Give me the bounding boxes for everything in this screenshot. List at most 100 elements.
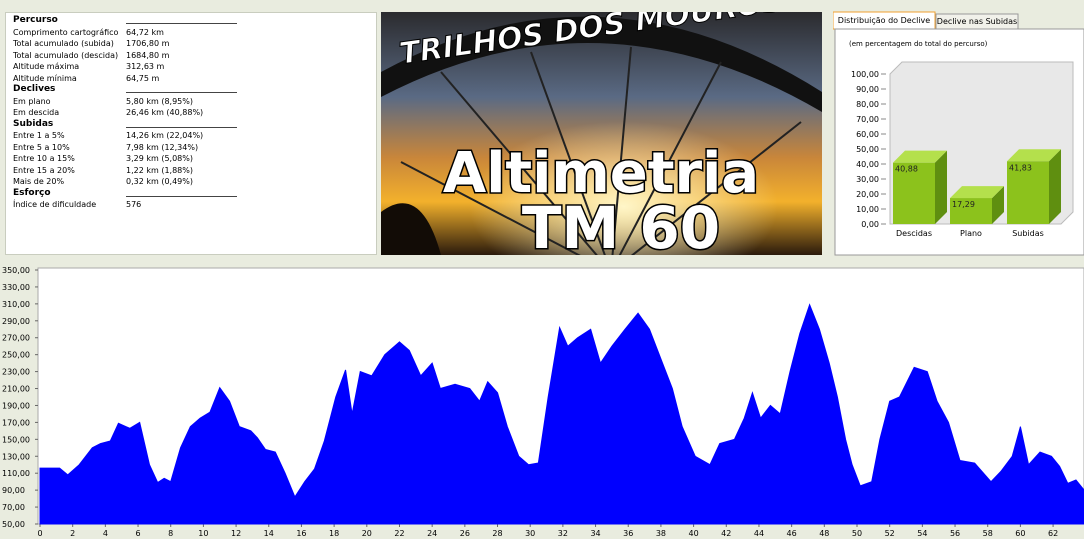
elevation-chart: 50,00 70,00 90,00 110,00 130,00 150,00 170,00 1…	[2, 266, 1084, 538]
stat-value: 7,98 km (12,34%)	[126, 142, 199, 152]
tyre	[381, 16, 822, 112]
x-tick-label: 10	[198, 529, 208, 538]
stat-label: Entre 5 a 10%	[13, 142, 70, 152]
stat-row: Em descida 26,46 km (40,88%)	[13, 107, 376, 119]
x-tick-label: Descidas	[896, 229, 932, 238]
section-title-text: Esforço	[13, 187, 51, 198]
x-tick-label: 36	[623, 529, 633, 538]
stat-value: 576	[126, 200, 142, 209]
x-tick-label: 20	[362, 529, 372, 538]
y-tick-label: 290,00	[2, 317, 30, 326]
y-tick-label: 350,00	[2, 266, 30, 275]
stat-value: 3,29 km (5,08%)	[126, 154, 193, 163]
value-label: 17,29	[952, 200, 975, 209]
y-tick-label: 190,00	[2, 401, 30, 410]
x-tick-label: 28	[492, 529, 502, 538]
y-tick-label: 30,00	[856, 175, 879, 184]
section-title-text: Percurso	[13, 15, 58, 25]
x-tick-label: 16	[296, 529, 306, 538]
value-label: 41,83	[1009, 163, 1032, 172]
y-tick-label: 310,00	[2, 300, 30, 309]
y-tick-label: 230,00	[2, 368, 30, 377]
stat-label: Índice de dificuldade	[13, 200, 97, 209]
stat-label: Altitude mínima	[13, 73, 77, 83]
x-tick-label: 8	[168, 529, 173, 538]
stat-label: Altitude máxima	[13, 62, 80, 71]
x-tick-label: 26	[460, 529, 470, 538]
stat-value: 312,63 m	[126, 62, 165, 71]
bar-top	[950, 186, 1004, 199]
y-tick-label: 70,00	[2, 503, 25, 512]
tab-label: Distribuição do Declive	[838, 16, 930, 25]
stat-label: Entre 1 a 5%	[13, 131, 65, 140]
stat-row: Altitude mínima 64,75 m	[13, 73, 376, 85]
bar-side	[935, 150, 947, 224]
x-tick-label: 14	[264, 529, 274, 538]
y-tick-label: 270,00	[2, 334, 30, 343]
stat-row: Mais de 20% 0,32 km (0,49%)	[13, 176, 376, 188]
y-tick-label: 100,00	[851, 70, 879, 79]
stat-value: 64,75 m	[126, 73, 160, 83]
section-title-text: Declives	[13, 84, 56, 94]
tab-label: Declive nas Subidas	[937, 17, 1017, 26]
y-tick-label: 150,00	[2, 435, 30, 444]
bar	[950, 198, 992, 224]
banner-subheading: TM 60	[522, 194, 720, 255]
stat-row: Entre 1 a 5% 14,26 km (22,04%)	[13, 130, 376, 142]
stat-row: Entre 10 a 15% 3,29 km (5,08%)	[13, 153, 376, 165]
x-tick-label: 60	[1015, 529, 1025, 538]
x-tick-label: 34	[590, 529, 600, 538]
y-tick-label: 50,00	[856, 145, 879, 154]
bar-top	[1007, 149, 1061, 162]
x-tick-label: 50	[852, 529, 862, 538]
stat-value: 64,72 km	[126, 27, 164, 37]
stat-row: Altitude máxima 312,63 m	[13, 61, 376, 73]
x-tick-label: 22	[394, 529, 404, 538]
value-label: 40,88	[895, 165, 918, 174]
x-tick-label: 40	[689, 529, 699, 538]
stat-label: Entre 15 a 20%	[13, 165, 75, 175]
y-tick-label: 70,00	[856, 115, 879, 124]
x-tick-label: 42	[721, 529, 731, 538]
y-tick-label: 130,00	[2, 452, 30, 461]
stat-label: Total acumulado (descida)	[13, 50, 119, 60]
x-tick-label: 30	[525, 529, 535, 538]
x-tick-label: 4	[103, 529, 108, 538]
bar	[893, 162, 935, 224]
stat-value: 0,32 km (0,49%)	[126, 177, 193, 186]
y-tick-label: 330,00	[2, 283, 30, 292]
stat-row: Entre 5 a 10% 7,98 km (12,34%)	[13, 142, 376, 154]
stat-label: Entre 10 a 15%	[13, 154, 75, 163]
x-tick-label: 44	[754, 529, 764, 538]
bar-top	[893, 150, 947, 163]
y-tick-label: 110,00	[2, 469, 30, 478]
stat-row: Total acumulado (descida) 1684,80 m	[13, 50, 376, 62]
chart-subtitle: (em percentagem do total do percurso)	[849, 40, 988, 48]
x-tick-label: Plano	[960, 229, 982, 238]
stat-value: 14,26 km (22,04%)	[126, 131, 204, 140]
stat-value: 5,80 km (8,95%)	[126, 96, 193, 106]
section-title: Percurso	[13, 15, 376, 27]
bar-side	[1049, 149, 1061, 224]
stat-label: Mais de 20%	[13, 177, 65, 186]
x-tick-label: 54	[917, 529, 927, 538]
x-tick-label: 62	[1048, 529, 1058, 538]
stat-value: 1,22 km (1,88%)	[126, 165, 193, 175]
y-tick-label: 20,00	[856, 190, 879, 199]
y-tick-label: 170,00	[2, 418, 30, 427]
section-title-text: Subidas	[13, 118, 54, 129]
stat-row: Em plano 5,80 km (8,95%)	[13, 96, 376, 108]
ground	[381, 203, 441, 255]
section-title: Esforço	[13, 188, 376, 200]
x-tick-label: 52	[885, 529, 895, 538]
y-tick-label: 10,00	[856, 205, 879, 214]
banner: TRILHOS DOS MOUROS II Altimetria TM 60	[381, 12, 822, 255]
y-tick-label: 210,00	[2, 385, 30, 394]
y-tick-label: 90,00	[856, 85, 879, 94]
section-title: Subidas	[13, 119, 376, 131]
y-tick-label: 250,00	[2, 351, 30, 360]
bar	[1007, 161, 1049, 224]
stat-row: Entre 15 a 20% 1,22 km (1,88%)	[13, 165, 376, 177]
x-tick-label: 6	[135, 529, 140, 538]
